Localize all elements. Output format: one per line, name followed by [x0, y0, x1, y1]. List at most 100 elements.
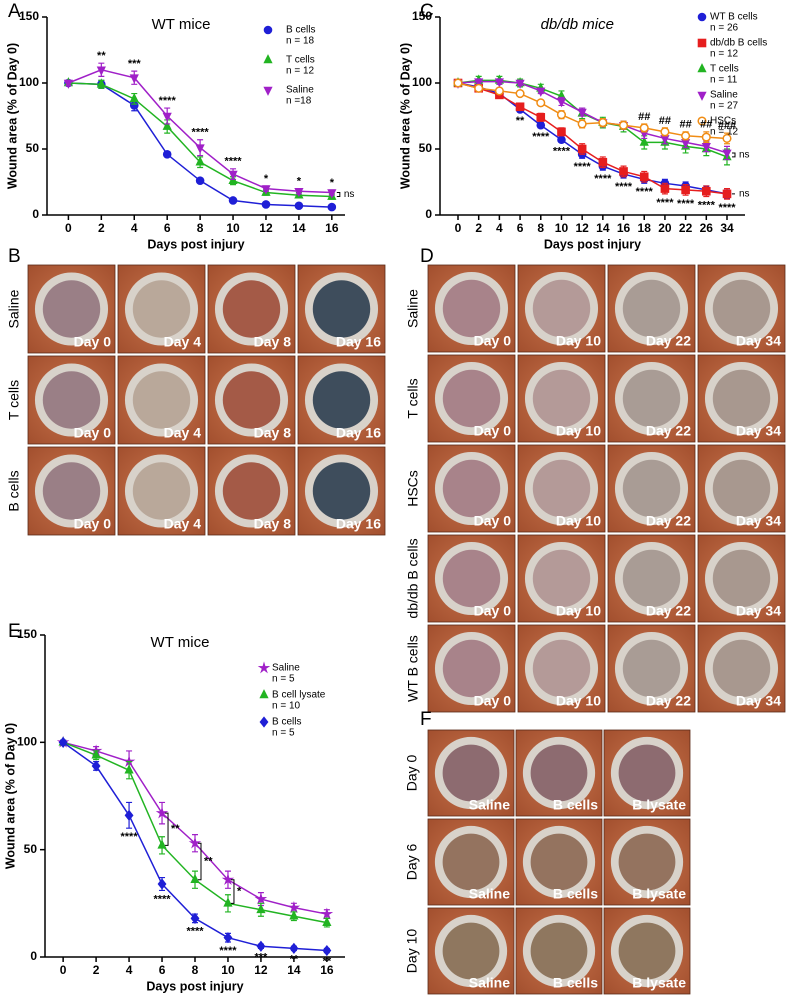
- wound-bed: [618, 922, 676, 980]
- marker: [697, 116, 707, 126]
- y-tick-label: 0: [425, 207, 432, 221]
- marker: [96, 78, 106, 88]
- wound-bed: [622, 639, 681, 698]
- legend-count: n = 12: [710, 49, 739, 60]
- legend-label: T cells: [710, 64, 739, 75]
- marker: [494, 86, 504, 96]
- wound-photo: Day 16: [297, 264, 386, 354]
- significance-label: **: [516, 115, 525, 127]
- image-label: Day 22: [646, 603, 691, 619]
- panel-letter: B: [8, 246, 21, 267]
- significance-label: ****: [186, 926, 204, 938]
- image-label: Day 4: [164, 334, 202, 350]
- x-tick-label: 0: [60, 963, 67, 977]
- significance-label: *: [237, 885, 242, 897]
- y-tick-label: 0: [30, 949, 37, 963]
- legend-count: n =18: [286, 96, 312, 107]
- significance-label: ****: [553, 145, 571, 157]
- wound-bed: [222, 280, 281, 338]
- wound-bed: [532, 369, 591, 428]
- marker: [556, 98, 567, 108]
- series-line: [62, 741, 328, 924]
- marker: [453, 78, 463, 88]
- x-tick-label: 18: [638, 221, 652, 235]
- marker: [63, 79, 74, 89]
- y-tick-label: 50: [24, 842, 38, 856]
- image-label: Day 4: [164, 516, 202, 532]
- x-tick-label: 6: [517, 221, 524, 235]
- row-label: Day 6: [404, 844, 420, 881]
- image-label: Day 10: [556, 693, 601, 709]
- legend-count: n = 5: [272, 728, 295, 739]
- marker: [639, 172, 649, 182]
- significance-label: ****: [153, 893, 171, 905]
- wound-photo: B lysate: [603, 907, 691, 995]
- wound-bed: [442, 833, 500, 891]
- legend-label: WT B cells: [710, 12, 758, 23]
- marker: [681, 185, 690, 195]
- wound-photo: Saline: [427, 729, 515, 817]
- y-axis-label: Wound area (% of Day 0): [5, 43, 19, 189]
- legend-count: n = 10: [272, 701, 301, 712]
- x-tick-label: 2: [98, 221, 105, 235]
- marker: [263, 54, 273, 64]
- marker: [494, 78, 504, 88]
- wound-photo: Day 8: [207, 355, 296, 445]
- image-label: Day 0: [74, 425, 112, 441]
- marker: [188, 836, 202, 849]
- marker: [124, 764, 134, 774]
- significance-label: **: [290, 953, 299, 965]
- marker: [294, 187, 304, 198]
- marker: [557, 127, 566, 137]
- significance-label: **: [204, 855, 213, 867]
- marker: [129, 74, 139, 84]
- image-label: Saline: [469, 975, 510, 991]
- row-label: Saline: [405, 289, 421, 328]
- y-tick-label: 100: [17, 735, 37, 749]
- x-tick-label: 16: [617, 221, 631, 235]
- wound-photo: Day 22: [607, 354, 696, 443]
- legend-count: n = 26: [710, 23, 739, 34]
- wound-bed: [530, 744, 588, 802]
- legend-label: B cell lysate: [272, 690, 326, 701]
- image-label: Day 16: [336, 334, 381, 350]
- row-label: T cells: [6, 380, 22, 420]
- wound-bed: [618, 744, 676, 802]
- significance-label: ****: [636, 186, 654, 198]
- wound-bed: [618, 833, 676, 891]
- wound-bed: [442, 279, 501, 338]
- wound-bed: [42, 371, 101, 429]
- marker: [701, 132, 711, 142]
- marker: [129, 92, 139, 103]
- image-label: Day 34: [736, 423, 781, 439]
- wound-bed: [442, 549, 501, 608]
- wound-photo: Saline: [427, 907, 515, 995]
- marker: [660, 184, 670, 193]
- image-label: Day 22: [646, 333, 691, 349]
- wound-photo: Day 0: [427, 534, 516, 623]
- marker: [697, 12, 707, 22]
- x-tick-label: 8: [192, 963, 199, 977]
- wound-photo: Day 10: [517, 534, 606, 623]
- significance-label: ##: [700, 119, 712, 131]
- marker: [91, 760, 101, 772]
- y-tick-label: 50: [419, 141, 433, 155]
- chart-title: db/db mice: [541, 16, 614, 33]
- marker: [681, 131, 691, 141]
- wound-bed: [532, 279, 591, 338]
- wound-photo: Day 4: [117, 355, 206, 445]
- x-axis-label: Days post injury: [146, 979, 243, 993]
- marker: [261, 200, 271, 209]
- marker: [515, 102, 525, 112]
- significance-label: ***: [255, 951, 269, 963]
- marker: [228, 170, 238, 180]
- wound-bed: [712, 639, 771, 698]
- x-tick-label: 4: [131, 221, 138, 235]
- ns-label: ns: [739, 150, 750, 161]
- wound-bed: [712, 549, 771, 608]
- wound-photo: Day 0: [27, 355, 116, 445]
- marker: [660, 127, 670, 137]
- legend-count: n = 12: [286, 66, 315, 77]
- marker: [228, 196, 238, 205]
